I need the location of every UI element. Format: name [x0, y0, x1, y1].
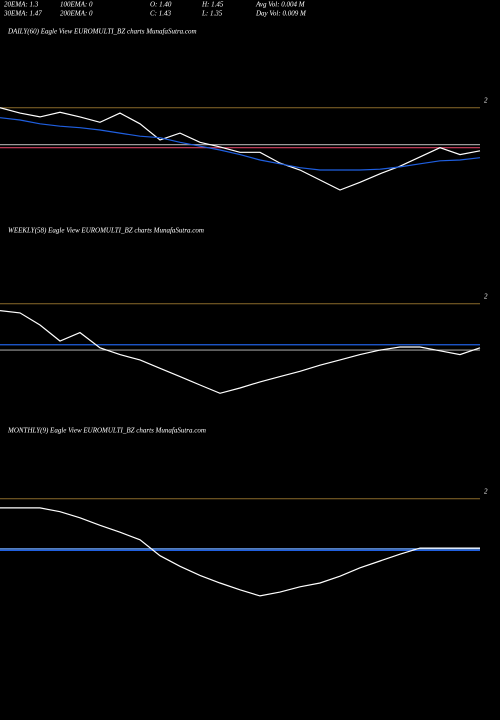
price-line — [0, 107, 481, 191]
panel-title: WEEKLY(58) Eagle View EUROMULTI_BZ chart… — [8, 227, 204, 235]
header-stat: C: 1.43 — [150, 10, 172, 18]
panel-title: MONTHLY(9) Eagle View EUROMULTI_BZ chart… — [7, 427, 206, 435]
header-stat: 30EMA: 1.47 — [3, 10, 42, 18]
panel-title: DAILY(60) Eagle View EUROMULTI_BZ charts… — [7, 28, 197, 36]
header-stat: H: 1.45 — [201, 1, 224, 9]
y-tick-label: 2 — [484, 487, 488, 495]
header-stat: Avg Vol: 0.004 M — [255, 1, 306, 9]
header-stat: 200EMA: 0 — [60, 10, 93, 18]
price-line — [0, 507, 480, 597]
header-stat: O: 1.40 — [150, 1, 172, 9]
header-stat: Day Vol: 0.009 M — [255, 10, 307, 18]
y-tick-label: 2 — [484, 96, 488, 104]
price-line — [0, 310, 481, 394]
header-stat: 100EMA: 0 — [60, 1, 93, 9]
header-stat: 20EMA: 1.3 — [4, 1, 39, 9]
price-line — [0, 117, 481, 171]
header-stat: L: 1.35 — [201, 10, 223, 18]
y-tick-label: 2 — [484, 292, 488, 300]
